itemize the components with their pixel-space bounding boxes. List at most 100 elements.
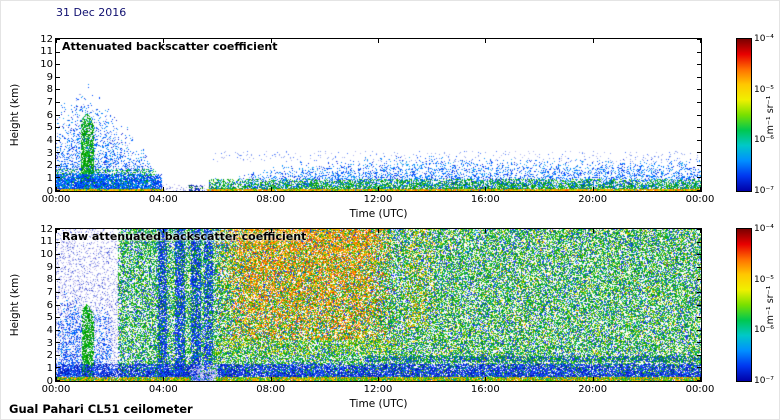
y-tick-mark — [56, 305, 60, 306]
colorbar-tick-label: 10⁻⁶ — [754, 325, 774, 336]
x-tick-mark — [271, 187, 272, 191]
y-tick-mark — [697, 342, 701, 343]
heatmap-canvas — [56, 39, 701, 191]
y-tick-mark — [56, 367, 60, 368]
y-tick-mark — [697, 254, 701, 255]
x-tick-mark — [593, 39, 594, 43]
y-tick-label: 4 — [46, 324, 53, 336]
panel-attenuated-backscatter: Height (km) Attenuated backscatter coeff… — [1, 31, 779, 221]
x-tick-label: 20:00 — [578, 384, 608, 395]
y-tick-mark — [56, 317, 60, 318]
y-tick-mark — [697, 380, 701, 381]
y-tick-mark — [697, 89, 701, 90]
y-tick-mark — [56, 190, 60, 191]
y-tick-mark — [697, 190, 701, 191]
x-axis-label: Time (UTC) — [349, 398, 408, 410]
heatmap-canvas — [56, 229, 701, 381]
y-tick-mark — [56, 52, 60, 53]
y-tick-mark — [697, 229, 701, 230]
y-tick-label: 7 — [46, 286, 53, 298]
y-tick-mark — [56, 102, 60, 103]
y-tick-label: 10 — [40, 58, 53, 70]
x-tick-mark — [163, 39, 164, 43]
x-tick-label: 12:00 — [363, 384, 393, 395]
y-tick-mark — [56, 355, 60, 356]
colorbar-tick-label: 10⁻⁴ — [754, 224, 774, 234]
y-tick-label: 7 — [46, 96, 53, 108]
y-tick-mark — [56, 140, 60, 141]
y-tick-mark — [697, 242, 701, 243]
colorbar-tick-label: 10⁻⁴ — [754, 34, 774, 44]
x-tick-mark — [163, 187, 164, 191]
plot-area: Attenuated backscatter coefficient — [55, 38, 702, 192]
x-tick-mark — [378, 187, 379, 191]
x-tick-mark — [163, 229, 164, 233]
y-tick-label: 6 — [46, 299, 53, 311]
plot-title: Raw attenuated backscatter coefficient — [62, 230, 307, 243]
y-tick-mark — [56, 254, 60, 255]
x-tick-mark — [271, 229, 272, 233]
y-tick-mark — [697, 177, 701, 178]
x-tick-mark — [700, 229, 701, 233]
plot-title: Attenuated backscatter coefficient — [62, 40, 278, 53]
y-tick-label: 9 — [46, 261, 53, 273]
y-tick-mark — [697, 317, 701, 318]
y-tick-mark — [697, 305, 701, 306]
colorbar-tick-label: 10⁻⁶ — [754, 135, 774, 146]
y-tick-label: 5 — [46, 312, 53, 324]
y-tick-label: 11 — [40, 236, 53, 248]
y-tick-mark — [697, 77, 701, 78]
y-tick-label: 4 — [46, 134, 53, 146]
x-tick-label: 12:00 — [363, 194, 393, 205]
x-tick-mark — [163, 377, 164, 381]
y-tick-mark — [56, 152, 60, 153]
y-tick-mark — [697, 292, 701, 293]
x-tick-mark — [378, 39, 379, 43]
y-tick-label: 6 — [46, 109, 53, 121]
x-tick-mark — [593, 229, 594, 233]
y-axis-label: Height (km) — [9, 273, 21, 337]
y-tick-mark — [697, 102, 701, 103]
y-tick-label: 3 — [46, 147, 53, 159]
y-tick-label: 10 — [40, 248, 53, 260]
y-tick-mark — [56, 267, 60, 268]
y-tick-label: 0 — [46, 185, 53, 197]
y-tick-label: 9 — [46, 71, 53, 83]
x-tick-mark — [593, 187, 594, 191]
y-tick-label: 2 — [46, 350, 53, 362]
x-tick-mark — [485, 377, 486, 381]
colorbar-tick-label: 10⁻⁷ — [754, 376, 774, 386]
date-label: 31 Dec 2016 — [56, 6, 127, 19]
y-tick-mark — [56, 64, 60, 65]
y-tick-mark — [697, 39, 701, 40]
x-tick-mark — [700, 39, 701, 43]
x-tick-mark — [485, 187, 486, 191]
x-tick-mark — [378, 229, 379, 233]
colorbar-tick-label: 10⁻⁷ — [754, 186, 774, 196]
colorbar-tick-label: 10⁻⁵ — [754, 274, 774, 285]
y-tick-mark — [56, 89, 60, 90]
y-tick-mark — [697, 355, 701, 356]
y-tick-mark — [697, 330, 701, 331]
x-axis-label: Time (UTC) — [349, 208, 408, 220]
colorbar — [736, 38, 752, 192]
y-tick-mark — [697, 52, 701, 53]
x-tick-label: 04:00 — [148, 384, 178, 395]
y-tick-label: 5 — [46, 122, 53, 134]
y-tick-mark — [56, 330, 60, 331]
x-tick-mark — [593, 377, 594, 381]
y-tick-label: 12 — [40, 223, 53, 235]
x-tick-mark — [271, 39, 272, 43]
y-tick-label: 8 — [46, 84, 53, 96]
y-tick-mark — [697, 367, 701, 368]
y-tick-mark — [697, 140, 701, 141]
x-tick-mark — [485, 39, 486, 43]
y-tick-mark — [697, 152, 701, 153]
x-tick-mark — [485, 229, 486, 233]
y-tick-label: 1 — [46, 172, 53, 184]
y-axis-label: Height (km) — [9, 83, 21, 147]
y-tick-mark — [697, 64, 701, 65]
colorbar-gradient — [737, 229, 751, 381]
x-tick-mark — [700, 187, 701, 191]
